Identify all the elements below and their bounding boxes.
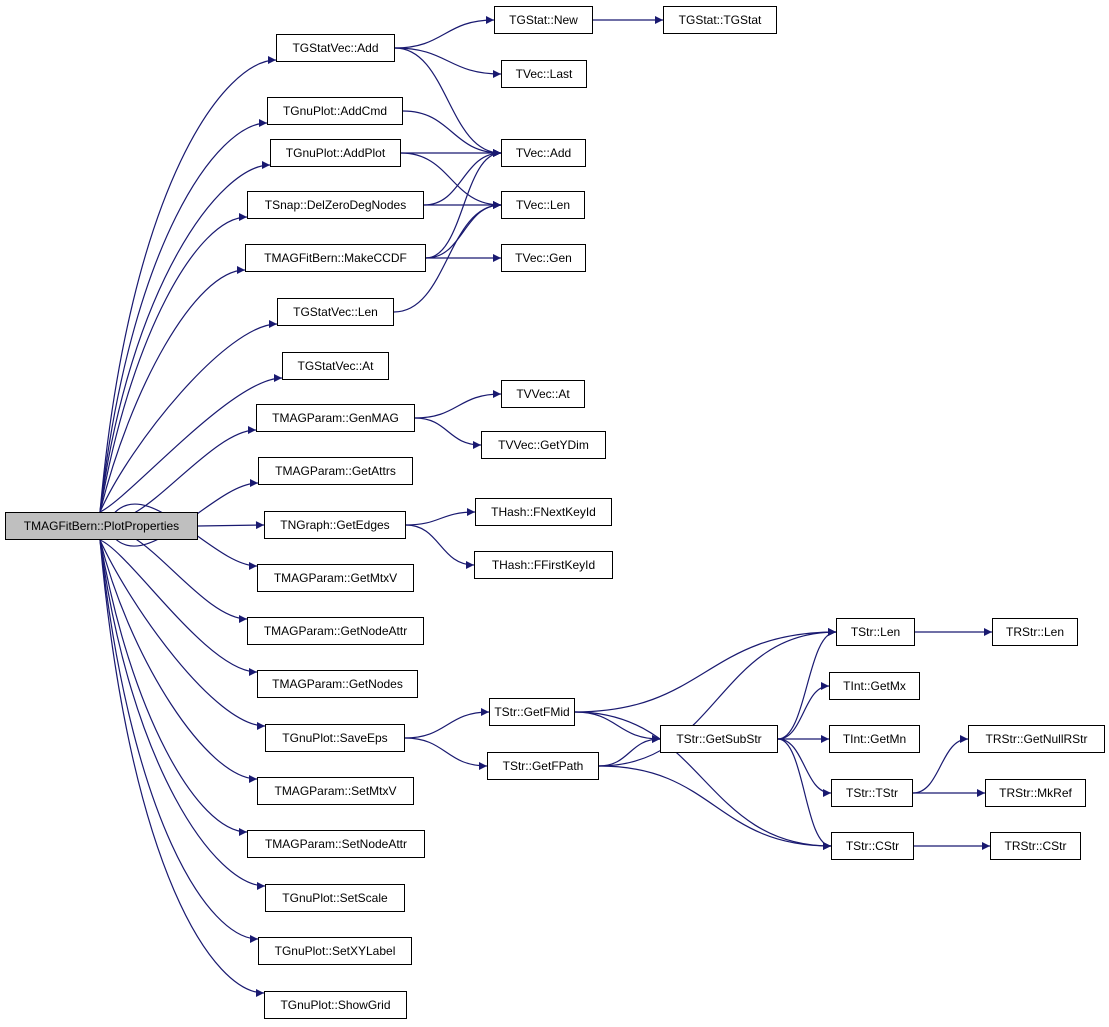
call-edge bbox=[394, 16, 495, 49]
call-edge bbox=[99, 539, 266, 890]
graph-node[interactable]: TStr::GetFPath bbox=[487, 752, 599, 780]
call-edge bbox=[99, 539, 258, 783]
call-edge bbox=[777, 738, 832, 850]
graph-node[interactable]: TGnuPlot::SetScale bbox=[265, 884, 405, 912]
call-edge bbox=[425, 149, 502, 259]
call-edge bbox=[777, 738, 832, 797]
graph-node[interactable]: THash::FNextKeyId bbox=[475, 498, 612, 526]
root-node[interactable]: TMAGFitBern::PlotProperties bbox=[5, 512, 198, 540]
graph-node[interactable]: TVec::Gen bbox=[501, 244, 586, 272]
call-edge bbox=[99, 539, 259, 943]
graph-node[interactable]: TMAGParam::SetNodeAttr bbox=[247, 830, 425, 858]
graph-node[interactable]: TMAGParam::SetMtxV bbox=[257, 777, 414, 805]
call-edge bbox=[99, 374, 283, 513]
graph-node[interactable]: TGStatVec::Len bbox=[277, 298, 394, 326]
graph-node[interactable]: TMAGParam::GetNodeAttr bbox=[247, 617, 424, 645]
call-edge bbox=[404, 737, 488, 770]
call-edge bbox=[404, 708, 490, 739]
graph-node[interactable]: TMAGParam::GenMAG bbox=[256, 404, 415, 432]
call-edge bbox=[574, 711, 832, 850]
call-edge bbox=[777, 682, 830, 740]
graph-node[interactable]: TGnuPlot::AddPlot bbox=[270, 139, 401, 167]
graph-node[interactable]: TVec::Add bbox=[501, 139, 586, 167]
graph-node[interactable]: TVVec::At bbox=[501, 380, 585, 408]
graph-node[interactable]: TGStatVec::At bbox=[282, 352, 389, 380]
graph-node[interactable]: TMAGParam::GetNodes bbox=[257, 670, 418, 698]
call-edge bbox=[393, 201, 502, 313]
call-edge bbox=[598, 735, 661, 767]
graph-node[interactable]: TVec::Len bbox=[501, 191, 585, 219]
graph-node[interactable]: TGnuPlot::ShowGrid bbox=[264, 991, 407, 1019]
call-edge bbox=[99, 56, 277, 513]
call-edge bbox=[99, 539, 265, 997]
call-edge bbox=[99, 539, 258, 676]
call-edge bbox=[598, 765, 832, 850]
call-edge bbox=[99, 539, 266, 730]
call-edge bbox=[574, 628, 837, 713]
graph-node[interactable]: TStr::GetSubStr bbox=[660, 725, 778, 753]
call-edge bbox=[405, 508, 476, 526]
call-edge bbox=[912, 735, 969, 794]
call-edge bbox=[197, 521, 265, 530]
graph-node[interactable]: TGStatVec::Add bbox=[276, 34, 395, 62]
graph-node[interactable]: THash::FFirstKeyId bbox=[474, 551, 613, 579]
call-edge bbox=[405, 524, 475, 569]
graph-node[interactable]: TInt::GetMx bbox=[829, 672, 920, 700]
call-edge bbox=[99, 539, 248, 836]
graph-node[interactable]: TStr::CStr bbox=[831, 832, 914, 860]
call-edge bbox=[99, 266, 246, 513]
graph-node[interactable]: TMAGFitBern::MakeCCDF bbox=[245, 244, 426, 272]
graph-node[interactable]: TRStr::MkRef bbox=[985, 779, 1086, 807]
graph-node[interactable]: TStr::Len bbox=[836, 618, 915, 646]
call-edge bbox=[574, 711, 661, 743]
graph-node[interactable]: TMAGParam::GetMtxV bbox=[257, 564, 414, 592]
graph-node[interactable]: TGStat::New bbox=[494, 6, 593, 34]
call-edge bbox=[414, 417, 482, 449]
call-edge bbox=[598, 628, 837, 767]
call-edge bbox=[99, 531, 248, 623]
graph-node[interactable]: TRStr::Len bbox=[992, 618, 1078, 646]
call-edge bbox=[423, 149, 502, 206]
graph-node[interactable]: TStr::GetFMid bbox=[489, 698, 575, 726]
graph-node[interactable]: TInt::GetMn bbox=[829, 725, 920, 753]
call-edge bbox=[99, 119, 268, 513]
call-edge bbox=[99, 161, 271, 513]
call-edge bbox=[394, 47, 502, 78]
call-edge bbox=[99, 320, 278, 513]
graph-node[interactable]: TSnap::DelZeroDegNodes bbox=[247, 191, 424, 219]
call-edge bbox=[402, 110, 502, 157]
graph-node[interactable]: TGnuPlot::AddCmd bbox=[267, 97, 403, 125]
graph-node[interactable]: TStr::TStr bbox=[831, 779, 913, 807]
graph-node[interactable]: TVVec::GetYDim bbox=[481, 431, 606, 459]
graph-node[interactable]: TRStr::GetNullRStr bbox=[968, 725, 1105, 753]
graph-node[interactable]: TMAGParam::GetAttrs bbox=[258, 457, 413, 485]
graph-node[interactable]: TGnuPlot::SaveEps bbox=[265, 724, 405, 752]
call-edge bbox=[400, 152, 502, 209]
call-edge bbox=[394, 47, 502, 157]
graph-node[interactable]: TVec::Last bbox=[501, 60, 587, 88]
call-edge bbox=[425, 201, 502, 259]
graph-node[interactable]: TGStat::TGStat bbox=[663, 6, 777, 34]
call-edge bbox=[414, 390, 502, 419]
call-edge bbox=[99, 213, 248, 513]
graph-node[interactable]: TGnuPlot::SetXYLabel bbox=[258, 937, 412, 965]
graph-node[interactable]: TRStr::CStr bbox=[990, 832, 1081, 860]
graph-node[interactable]: TNGraph::GetEdges bbox=[264, 511, 406, 539]
call-edge bbox=[777, 628, 837, 740]
